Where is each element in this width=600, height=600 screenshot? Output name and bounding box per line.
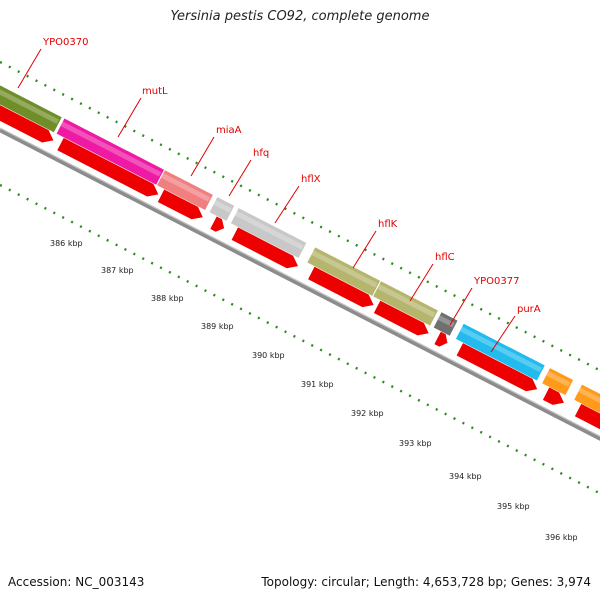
map-title: Yersinia pestis CO92, complete genome	[170, 9, 430, 24]
gene-label-hflk: hflK	[378, 219, 398, 230]
callout-line	[228, 159, 252, 197]
backbone-line	[0, 127, 600, 441]
callout-line	[17, 48, 42, 89]
accession-label: Accession: NC_003143	[8, 575, 145, 589]
backbone-highlight	[0, 127, 600, 438]
callout-line	[449, 287, 473, 326]
cds-arrow	[0, 105, 54, 143]
gene-callouts: YPO0370 mutL miaA hfq hflX hflK hflC YPO0377 pur…	[17, 37, 541, 353]
gene-highlight	[310, 249, 378, 288]
kbp-tick-label: 389 kbp	[201, 322, 234, 331]
kbp-tick-label: 388 kbp	[151, 294, 184, 303]
gene-features	[0, 85, 600, 413]
gene-label-miaa: miaA	[216, 125, 242, 136]
cds-arrow	[157, 189, 203, 220]
gene-highlight	[233, 210, 304, 250]
outer-dotted-line	[0, 60, 600, 372]
kbp-tick-label: 391 kbp	[301, 380, 334, 389]
gene-highlight	[376, 283, 436, 318]
kbp-tick-label: 390 kbp	[252, 351, 285, 360]
gene-highlight	[212, 199, 232, 213]
cds-features	[0, 105, 600, 430]
kbp-tick-label: 394 kbp	[449, 472, 482, 481]
inner-dotted-line	[0, 183, 600, 495]
callout-line	[274, 185, 300, 224]
gene-mutl	[56, 118, 164, 185]
gene-highlight	[458, 326, 542, 373]
cds-arrow	[456, 343, 538, 392]
gene-unlabeled-10	[574, 384, 600, 413]
kbp-tick-label: 387 kbp	[101, 266, 134, 275]
kbp-tick-label: 392 kbp	[351, 409, 384, 418]
cds-arrow	[434, 331, 448, 347]
cds-arrow	[373, 300, 429, 336]
gene-hflx	[230, 208, 307, 258]
cds-arrow	[57, 137, 159, 197]
gene-hfq	[209, 197, 235, 221]
kbp-ticks: 386 kbp 387 kbp 388 kbp 389 kbp 390 kbp 391 k…	[50, 239, 578, 542]
kbp-tick-label: 393 kbp	[399, 439, 432, 448]
gene-label-ypo0377: YPO0377	[473, 276, 519, 287]
callout-line	[117, 97, 142, 138]
gene-ypo0370	[0, 85, 62, 133]
kbp-tick-label: 395 kbp	[497, 502, 530, 511]
dotted-guide-lines	[0, 60, 600, 495]
gene-label-hflx: hflX	[301, 174, 321, 185]
callout-line	[190, 136, 215, 177]
gene-miaa	[157, 170, 213, 210]
gene-label-hfq: hfq	[253, 148, 269, 159]
gene-highlight	[577, 386, 600, 404]
cds-arrow	[574, 403, 600, 430]
gene-label-hflc: hflC	[435, 252, 455, 263]
gene-unlabeled-9	[542, 368, 574, 396]
gene-label-mutl: mutL	[142, 86, 168, 97]
gene-highlight	[59, 120, 162, 177]
gene-highlight	[159, 172, 211, 202]
gene-label-pura: purA	[517, 304, 541, 315]
cds-arrow	[231, 227, 298, 269]
callout-line	[490, 315, 516, 353]
kbp-tick-label: 386 kbp	[50, 239, 83, 248]
gene-pura	[455, 323, 545, 381]
kbp-tick-label: 396 kbp	[545, 533, 578, 542]
gene-label-ypo0370: YPO0370	[42, 37, 88, 48]
genome-info-label: Topology: circular; Length: 4,653,728 bp…	[261, 575, 591, 589]
cds-arrow	[210, 216, 225, 232]
genome-backbone	[0, 127, 600, 441]
cds-arrow	[308, 266, 374, 308]
gene-ypo0377	[433, 312, 458, 336]
gene-highlight	[0, 89, 59, 124]
cds-arrow	[542, 387, 564, 405]
gene-highlight	[545, 370, 571, 387]
callout-line	[409, 263, 434, 302]
gene-hflk	[307, 247, 381, 296]
gene-hflc	[373, 281, 438, 326]
callout-line	[352, 230, 377, 269]
